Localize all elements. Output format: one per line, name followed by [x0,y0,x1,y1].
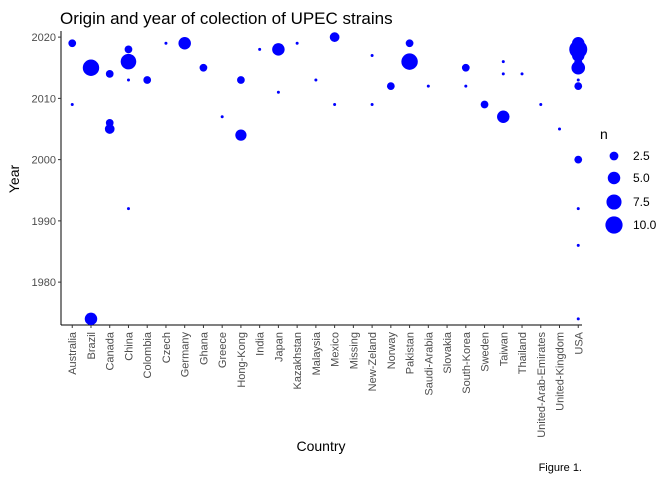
y-tick-label: 2000 [32,155,56,167]
x-tick-label: New-Zeland [367,332,379,391]
legend-key [609,151,619,161]
data-point [178,37,191,50]
y-tick-label: 1990 [32,216,56,228]
x-tick-label: Sweden [480,332,492,372]
data-point [164,41,168,45]
data-point [497,110,510,123]
y-axis-title: Year [6,165,22,194]
data-point [237,76,245,84]
plot-area: 1980 1990 2000 2010 2020 Australia Brazil Canad… [32,31,588,438]
data-point [574,155,583,164]
x-tick-label: India [255,331,267,356]
data-point [426,84,430,88]
legend-key [605,216,623,234]
data-point [576,243,580,247]
y-tick-label: 1980 [32,277,56,289]
legend-key [607,171,621,185]
x-tick-label: Colombia [142,331,154,378]
x-tick-label: Germany [180,332,192,378]
data-point [329,32,340,42]
x-tick-label: Japan [273,332,285,362]
x-tick-label: Thailand [517,332,529,374]
legend-label: 2.5 [633,149,650,163]
x-tick-label: Brazil [86,332,98,360]
data-point [501,60,505,64]
data-point [480,100,489,109]
data-point [104,124,115,134]
legend-title: n [600,126,608,142]
x-tick-label: Saudi-Arabia [423,331,435,395]
legend-label: 10.0 [633,218,657,232]
data-point [461,63,470,72]
x-tick-label: Slovakia [442,331,454,373]
data-point [120,53,137,70]
x-tick-label: Missing [348,332,360,369]
size-legend: n 2.5 5.0 7.5 10.0 [600,126,657,234]
data-point [576,207,580,211]
data-point [126,207,130,211]
x-tick-label: Pakistan [405,332,417,374]
data-point [68,39,77,48]
figure-caption: Figure 1. [539,462,582,474]
x-tick-label: Ghana [198,331,210,365]
data-point [314,78,318,82]
data-point [70,103,74,106]
data-point [333,103,337,106]
data-point [272,43,285,56]
data-point [276,90,280,94]
x-tick-label: USA [573,331,585,354]
data-point [258,47,262,51]
data-point [501,72,505,76]
data-point [82,59,100,76]
x-tick-label: China [123,331,135,361]
y-tick-label: 2020 [32,32,56,44]
data-point [105,70,114,78]
x-tick-label: South-Korea [461,331,473,394]
data-point [124,45,133,54]
data-point [571,60,586,75]
x-tick-label: Taiwan [498,332,510,366]
legend-key [606,194,622,210]
x-tick-label: Canada [105,331,117,370]
x-tick-label: Norway [386,332,398,370]
data-point [235,129,247,141]
data-point [143,76,152,84]
data-point [574,82,583,90]
data-point [295,41,299,45]
chart-title: Origin and year of colection of UPEC str… [60,9,393,28]
x-tick-label: Malaysia [311,331,323,375]
data-point [572,49,585,62]
data-point [370,54,374,57]
data-point [520,72,524,76]
x-tick-label: Czech [161,332,173,363]
data-point [576,317,580,321]
x-axis-title: Country [296,438,345,454]
data-point [386,82,395,90]
x-tick-label: Hong-Kong [236,332,248,388]
data-point [405,39,414,48]
x-tick-label: United-Kingdom [555,332,567,411]
data-point [84,312,98,326]
legend-label: 7.5 [633,195,650,209]
data-point [558,127,562,131]
data-point [539,103,543,106]
data-point [220,115,224,119]
x-tick-label: Kazakhstan [292,332,304,389]
x-tick-label: Greece [217,332,229,368]
x-tick-label: United-Arab-Emirates [536,332,548,438]
data-point [199,63,208,72]
data-point [370,103,374,106]
data-point [576,78,580,82]
data-point [401,53,418,70]
x-tick-label: Mexico [330,332,342,367]
y-tick-label: 2010 [32,93,56,105]
legend-label: 5.0 [633,171,650,185]
data-point [126,78,130,82]
x-tick-label: Australia [67,331,79,375]
data-point [464,84,468,88]
